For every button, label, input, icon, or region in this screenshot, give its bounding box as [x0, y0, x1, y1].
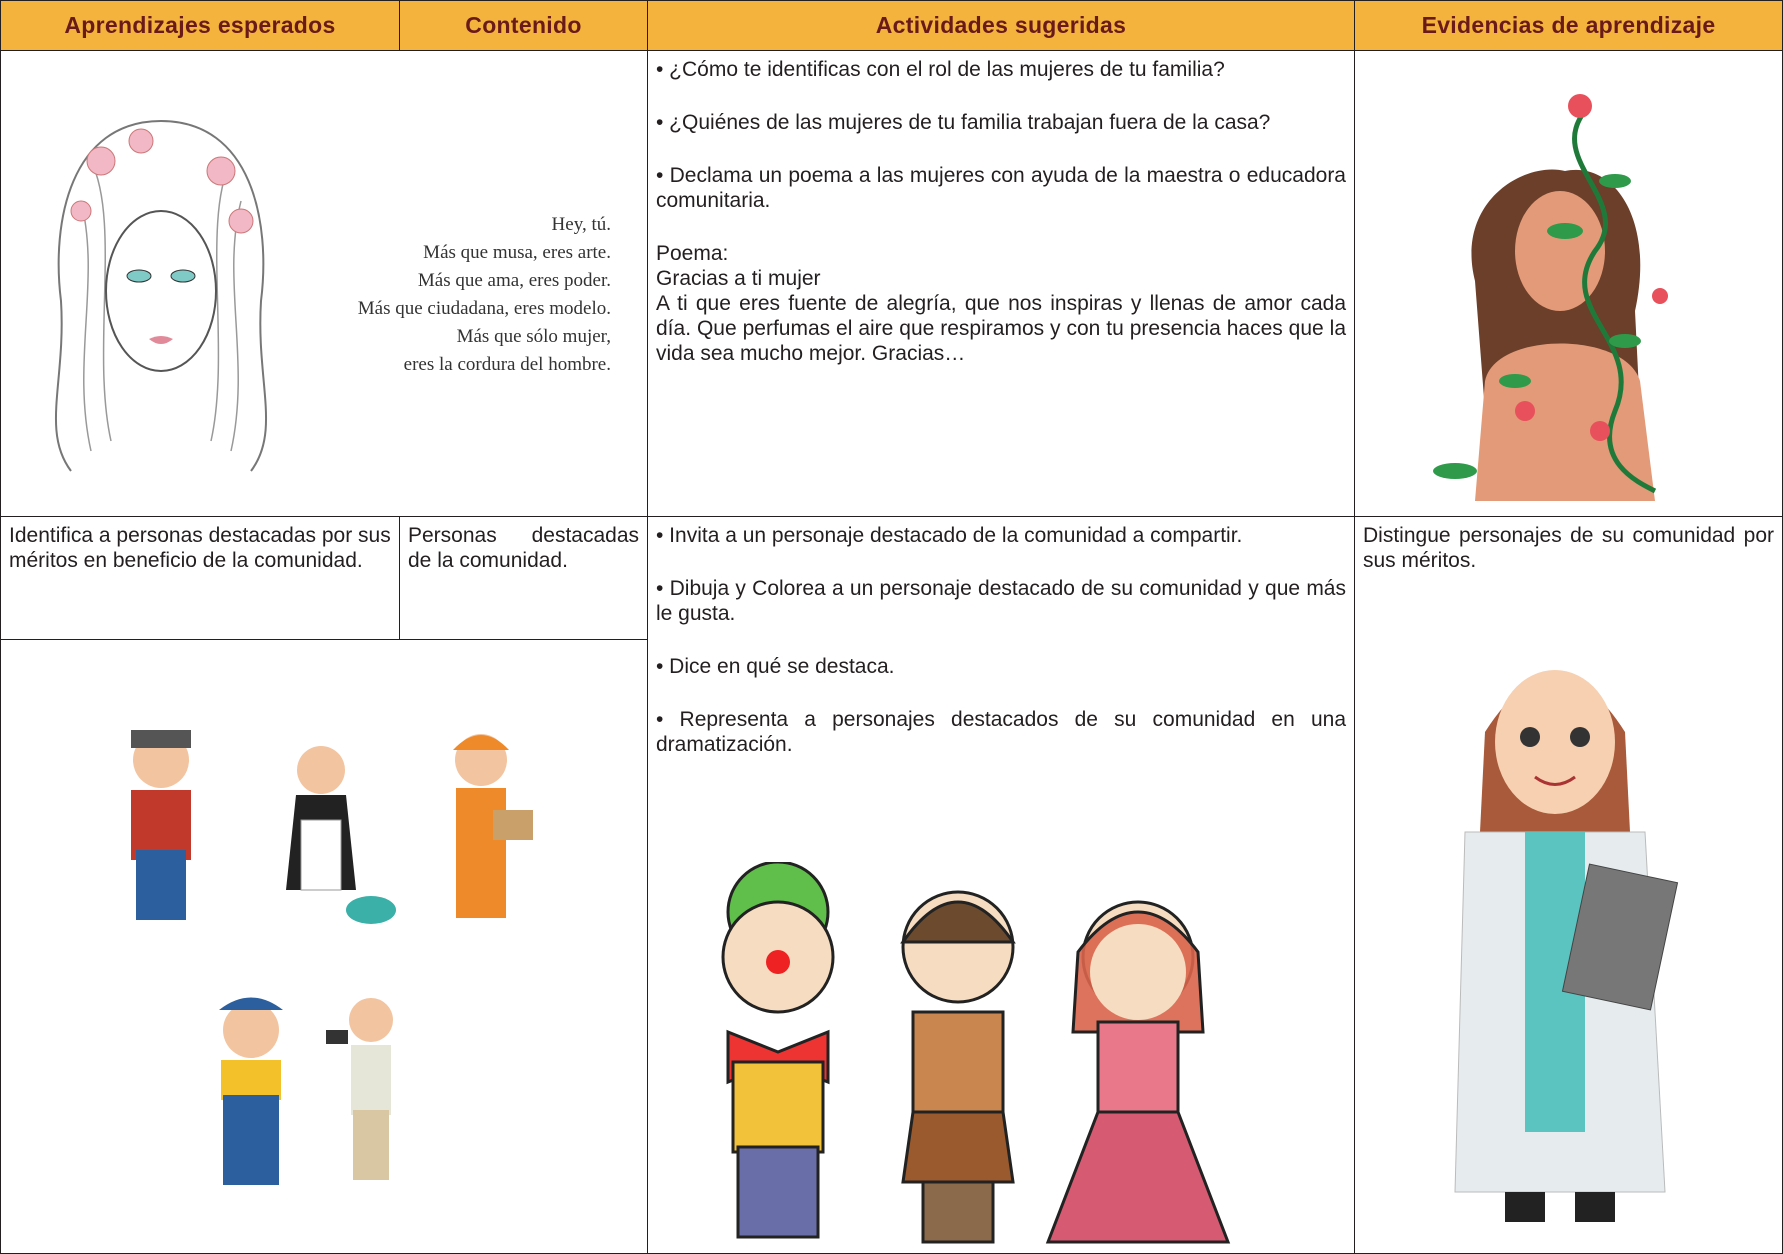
evidence-image-cell: [1355, 51, 1783, 517]
poem-line: Más que ciudadana, eres modelo.: [357, 298, 611, 319]
doctor-illustration: [1454, 670, 1679, 1222]
header-cell: Evidencias de aprendizaje: [1355, 0, 1783, 51]
activity: • Dibuja y Colorea a un personaje destac…: [656, 577, 1346, 625]
princess: [1045, 900, 1231, 1244]
woman-plant-illustration: [1433, 94, 1668, 501]
poem-cell: Hey, tú. Más que musa, eres arte. Más qu…: [0, 51, 648, 517]
poem: Hey, tú. Más que musa, eres arte. Más qu…: [281, 211, 611, 379]
worker: [219, 997, 283, 1185]
poem-line: Más que ama, eres poder.: [417, 270, 611, 291]
workers-illustration: [131, 730, 533, 1185]
activity: • ¿Cómo te identificas con el rol de las…: [656, 58, 1225, 81]
activity: • Dice en qué se destaca.: [656, 655, 895, 678]
poem-line: Hey, tú.: [551, 214, 611, 235]
clown: [721, 862, 835, 1239]
workers-image-cell: [0, 640, 648, 1254]
characters-illustration: [721, 862, 1231, 1244]
worker: [453, 734, 533, 918]
poem-label: Poema:: [656, 242, 729, 265]
activity: • ¿Quiénes de las mujeres de tu familia …: [656, 111, 1271, 134]
evidence-cell: Distingue personajes de su comunidad por…: [1355, 517, 1783, 1254]
poem-text: A ti que eres fuente de alegría, que nos…: [656, 292, 1346, 365]
girl: [900, 890, 1016, 1244]
poem-title: Gracias a ti mujer: [656, 267, 821, 290]
activities-cell: • Invita a un personaje destacado de la …: [648, 517, 1355, 1254]
activities-cell: • ¿Cómo te identificas con el rol de las…: [648, 51, 1355, 517]
activity: • Representa a personajes destacados de …: [656, 708, 1346, 756]
worker: [131, 730, 191, 920]
poem-line: Más que musa, eres arte.: [423, 242, 611, 263]
activity: • Declama un poema a las mujeres con ayu…: [656, 164, 1346, 212]
worker: [286, 746, 396, 924]
poem-line: eres la cordura del hombre.: [403, 354, 611, 375]
header-cell: Aprendizajes esperados: [0, 0, 400, 51]
poem-line: Más que sólo mujer,: [456, 326, 611, 347]
header-cell: Contenido: [400, 0, 648, 51]
worker: [326, 998, 393, 1180]
content-cell: Personas destacadas de la comunidad.: [400, 517, 648, 640]
evidence: Distingue personajes de su comunidad por…: [1363, 524, 1774, 572]
header-cell: Actividades sugeridas: [648, 0, 1355, 51]
learning-cell: Identifica a personas destacadas por sus…: [0, 517, 400, 640]
woman-illustration: [55, 120, 267, 472]
activity: • Invita a un personaje destacado de la …: [656, 524, 1243, 547]
